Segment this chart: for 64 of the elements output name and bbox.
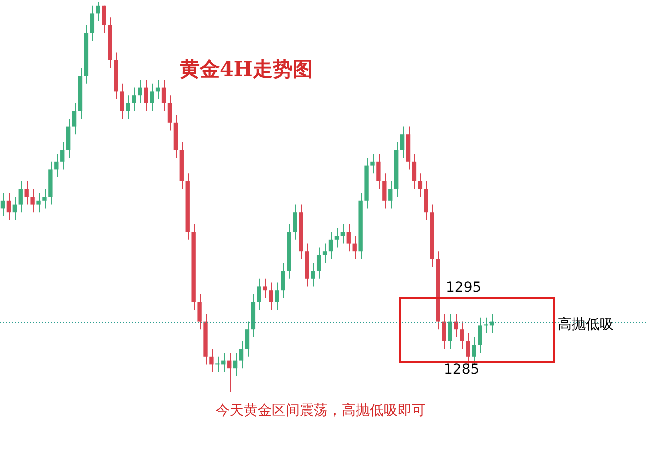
candlestick xyxy=(239,340,244,370)
candlestick xyxy=(316,247,322,280)
candlestick xyxy=(466,333,470,366)
annotation: 1295 xyxy=(446,280,482,296)
candlestick xyxy=(102,5,106,34)
candlestick xyxy=(472,336,476,366)
candlestick xyxy=(376,154,381,190)
candlestick xyxy=(340,224,346,244)
candlestick xyxy=(460,321,464,350)
candlestick xyxy=(30,188,35,214)
annotation: 1285 xyxy=(444,362,480,378)
candlestick xyxy=(257,278,262,311)
candlestick xyxy=(400,126,405,158)
candlestick xyxy=(281,262,286,299)
candlestick xyxy=(120,83,124,120)
candlestick xyxy=(168,95,172,132)
candlestick xyxy=(138,80,142,104)
candlestick xyxy=(96,2,100,22)
candlestick xyxy=(245,321,250,358)
candlestick xyxy=(484,317,488,334)
candlestick xyxy=(6,192,12,221)
candlestick xyxy=(36,192,41,214)
candlestick xyxy=(382,173,387,210)
candlestick xyxy=(150,83,154,112)
candlestick xyxy=(352,236,357,260)
candlestick xyxy=(293,204,298,240)
candlestick xyxy=(132,87,136,112)
candlestick xyxy=(322,243,328,264)
candlestick xyxy=(162,80,166,112)
candlestick xyxy=(0,192,6,217)
candlestick xyxy=(66,118,71,158)
candlestick xyxy=(388,180,393,210)
candlestick xyxy=(126,95,130,120)
text: 高抛低吸 xyxy=(558,316,614,334)
text: 今天黄金区间震荡，高抛低吸即可 xyxy=(216,402,426,420)
candlestick xyxy=(424,180,429,221)
candlestick xyxy=(334,228,340,248)
candlestick xyxy=(454,314,458,338)
candlestick xyxy=(311,262,316,288)
candlestick xyxy=(42,188,47,210)
candlestick xyxy=(478,317,482,354)
text: 黄金4H走势图 xyxy=(180,56,313,83)
candlestick xyxy=(54,154,59,178)
candlestick xyxy=(60,142,65,170)
candlestick xyxy=(198,294,202,330)
candlestick xyxy=(269,282,274,311)
candlestick xyxy=(418,173,423,198)
candlestick xyxy=(72,102,77,136)
candlestick xyxy=(18,180,23,214)
candlestick xyxy=(346,224,351,252)
candlestick xyxy=(275,282,280,311)
candlestick xyxy=(12,196,17,221)
candlestick xyxy=(210,348,214,373)
candlestick xyxy=(370,154,375,174)
candlestick xyxy=(263,278,268,299)
candlestick xyxy=(24,180,29,206)
candlestick xyxy=(90,5,95,42)
candlestick xyxy=(442,314,446,350)
candlestick xyxy=(412,154,417,190)
candlestick xyxy=(228,352,232,392)
candlestick xyxy=(144,80,148,112)
candlestick xyxy=(448,314,452,350)
candlestick xyxy=(233,352,238,377)
candlestick xyxy=(328,232,334,260)
